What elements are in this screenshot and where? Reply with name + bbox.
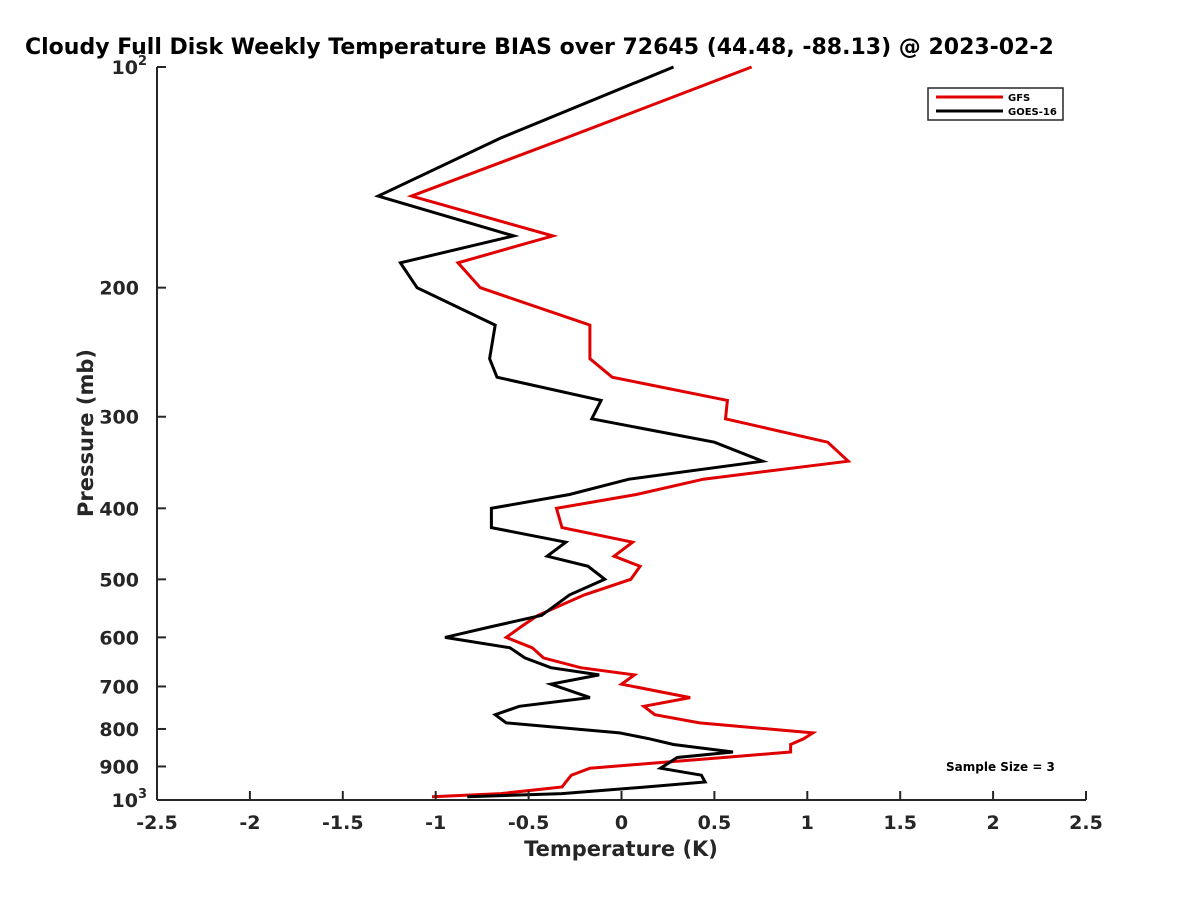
- y-ticks: 102 200 300 400 500 600 700 800 900 103: [99, 54, 166, 812]
- y-tick-label: 800: [99, 719, 139, 741]
- series-line-goes-16: [373, 65, 769, 799]
- y-tick-label: 400: [99, 498, 139, 520]
- x-tick-label: -1: [425, 812, 446, 834]
- y-tick-label: 900: [99, 756, 139, 778]
- legend-label-goes-16: GOES-16: [1008, 107, 1057, 118]
- x-tick-label: 2: [986, 812, 999, 834]
- y-tick-label: 700: [99, 676, 139, 698]
- x-tick-label: -0.5: [508, 812, 550, 834]
- sample-size-annotation: Sample Size = 3: [946, 760, 1055, 774]
- x-tick-label: -2.5: [136, 812, 178, 834]
- x-ticks: -2.5 -2 -1.5 -1 -0.5 0 0.5 1 1.5 2 2.5: [136, 791, 1103, 834]
- x-tick-label: 0: [615, 812, 628, 834]
- x-tick-label: 1.5: [883, 812, 917, 834]
- legend-label-gfs: GFS: [1008, 93, 1030, 104]
- x-tick-label: 2.5: [1069, 812, 1103, 834]
- x-tick-label: -2: [239, 812, 260, 834]
- y-tick-label: 300: [99, 407, 139, 429]
- plot-area: [157, 67, 1086, 800]
- y-tick-label: 600: [99, 627, 139, 649]
- legend: GFS GOES-16: [927, 87, 1064, 121]
- chart-title: Cloudy Full Disk Weekly Temperature BIAS…: [25, 35, 1054, 60]
- x-axis-label: Temperature (K): [524, 837, 718, 861]
- y-tick-label: 500: [99, 569, 139, 591]
- legend-box: [927, 87, 1064, 121]
- y-tick-label: 200: [99, 278, 139, 300]
- x-tick-label: -1.5: [322, 812, 364, 834]
- y-tick-label: 102: [112, 54, 148, 79]
- y-axis-label: Pressure (mb): [74, 349, 98, 517]
- x-tick-label: 1: [801, 812, 814, 834]
- y-tick-label: 103: [112, 787, 148, 812]
- x-tick-label: 0.5: [698, 812, 732, 834]
- series-layer: [373, 65, 852, 799]
